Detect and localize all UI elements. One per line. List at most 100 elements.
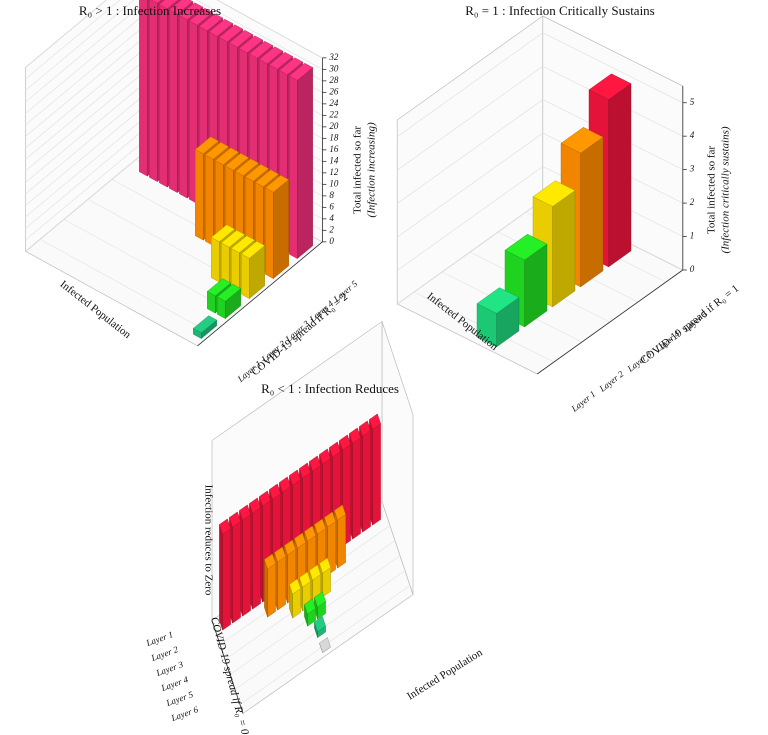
bar-top: [314, 591, 326, 608]
bar-face: [337, 514, 346, 569]
bar-top: [228, 29, 254, 48]
bar-top: [249, 497, 261, 514]
bar-top: [319, 637, 331, 653]
z-tick-label: 2: [690, 197, 695, 207]
z-tick-label: 30: [328, 63, 339, 73]
z-tick-label: 28: [329, 75, 339, 85]
bar-top: [268, 51, 294, 70]
bar-top: [278, 57, 304, 76]
bar-face: [232, 521, 241, 624]
bar: [288, 62, 314, 260]
floor-grid: [39, 238, 213, 335]
z-tick-label: 6: [329, 201, 334, 211]
bar-top: [314, 616, 326, 632]
bar-top: [309, 564, 321, 581]
grid-line: [25, 0, 323, 68]
layer-axis: [211, 620, 244, 714]
bar-top: [359, 420, 371, 437]
bar-top: [204, 141, 230, 160]
bar: [192, 315, 218, 340]
bar-top: [329, 441, 341, 458]
bar-top: [284, 539, 296, 556]
bar-top: [349, 427, 361, 444]
bar-top: [258, 46, 284, 65]
bar-top: [504, 233, 548, 261]
z-tick-label: 8: [329, 190, 334, 200]
bar-face: [277, 556, 286, 611]
bar-top: [219, 518, 231, 535]
population-axis-label: Infected Population: [405, 646, 485, 702]
bar-top: [319, 557, 331, 574]
bar: [289, 578, 301, 619]
bar-top: [294, 532, 306, 549]
chart-title: R₀ < 1 : Infection Reduces: [261, 381, 399, 396]
z-axis-label: (Infection critically sustains): [720, 126, 732, 253]
bar-face: [139, 0, 148, 177]
bar-top: [150, 0, 162, 4]
bar-top: [289, 469, 301, 486]
bar-top: [304, 525, 316, 542]
bar: [264, 553, 276, 618]
bar-top: [229, 511, 241, 528]
bar-face: [372, 423, 381, 526]
bar-top: [254, 169, 280, 188]
bar-side: [608, 83, 632, 268]
bar-top: [214, 147, 240, 166]
grid-line: [397, 32, 683, 137]
bar-top: [532, 180, 576, 207]
bar-face: [265, 187, 274, 279]
bar-face: [211, 237, 220, 283]
bar-top: [309, 455, 321, 472]
bar-top: [244, 163, 270, 182]
bar-top: [304, 598, 316, 615]
bar-top: [274, 546, 286, 563]
z-axis-label: Total infected so far: [706, 146, 718, 234]
bar-face: [179, 15, 188, 199]
bar-top: [168, 0, 194, 15]
bar: [309, 564, 321, 605]
z-tick-label: 22: [329, 109, 339, 119]
bar-top: [198, 13, 224, 32]
z-tick-label: 1: [690, 231, 695, 241]
z-tick-label: 0: [329, 236, 334, 246]
bar-face: [241, 253, 250, 299]
bar: [240, 240, 266, 300]
bar-side: [219, 524, 223, 631]
bar-top: [324, 511, 336, 528]
layer-axis: [197, 241, 323, 347]
bar: [239, 504, 251, 617]
bar-top: [299, 571, 311, 588]
bar: [369, 413, 381, 526]
grid-line: [397, 99, 683, 204]
bar-top: [240, 240, 266, 259]
bar-top: [339, 434, 351, 451]
bar: [349, 427, 361, 540]
z-tick-label: 14: [329, 155, 339, 165]
bar-top: [264, 553, 276, 570]
bar-top: [560, 127, 604, 154]
bar-top: [216, 283, 242, 302]
bar-top: [248, 40, 274, 59]
z-tick-label: 3: [689, 164, 695, 174]
bar: [319, 557, 331, 598]
bar-side: [580, 136, 604, 288]
bar-face: [159, 4, 168, 188]
bar-top: [588, 73, 632, 100]
bar-top: [239, 504, 251, 521]
bars: [139, 0, 632, 653]
bar-face: [149, 0, 158, 182]
bar-top: [369, 413, 381, 430]
walls: [24, 0, 687, 715]
grid-line: [397, 132, 683, 238]
bar-top: [206, 278, 232, 297]
bar-face: [222, 528, 231, 631]
bar-top: [264, 174, 290, 193]
layer-axis: [536, 269, 684, 375]
z-tick-label: 12: [329, 167, 339, 177]
bar: [504, 233, 548, 328]
bar-top: [314, 518, 326, 535]
bar-top: [234, 158, 260, 177]
bar-top: [299, 462, 311, 479]
bar-top: [224, 152, 250, 171]
